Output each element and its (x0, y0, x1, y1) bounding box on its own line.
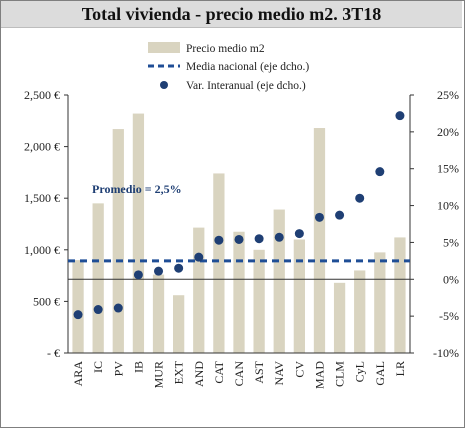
point-CAN (234, 234, 244, 244)
point-PV (113, 303, 123, 313)
point-EXT (174, 263, 184, 273)
y-right-tick-label: 0% (443, 272, 459, 286)
y-left-tick-label: 2,000 € (24, 140, 60, 154)
point-LR (395, 111, 405, 121)
chart-title: Total vivienda - precio medio m2. 3T18 (1, 1, 462, 28)
x-tick-label: PV (111, 361, 125, 377)
legend-swatch-yoy (160, 81, 168, 89)
legend-label-yoy: Var. Interanual (eje dcho.) (186, 80, 306, 92)
x-tick-label: GAL (373, 361, 387, 386)
bar-PV (112, 129, 124, 353)
bar-CAT (213, 173, 225, 353)
x-tick-label: EXT (172, 360, 186, 384)
bars-group (72, 113, 406, 354)
bar-CV (293, 239, 305, 353)
x-tick-label: CV (292, 361, 306, 378)
x-tick-label: MAD (312, 361, 326, 389)
y-left-tick-label: 1,500 € (24, 191, 60, 205)
x-tick-label: CLM (333, 361, 347, 387)
bar-AST (253, 249, 265, 353)
bar-CyL (354, 270, 366, 353)
y-left-tick-label: 1,000 € (24, 243, 60, 257)
x-tick-label: NAV (272, 361, 286, 386)
point-IC (93, 305, 103, 315)
x-tick-label: CyL (353, 361, 367, 382)
y-right-tick-label: -10% (433, 346, 459, 360)
bar-EXT (173, 295, 185, 353)
annotation-average: Promedio = 2,5% (92, 182, 182, 196)
point-MAD (314, 212, 324, 222)
x-tick-label: CAN (232, 361, 246, 387)
bar-GAL (374, 252, 386, 353)
y-left-tick-label: 500 € (33, 294, 60, 308)
bar-ARA (72, 260, 84, 353)
y-left-tick-label: 2,500 € (24, 88, 60, 102)
bar-MUR (152, 274, 165, 353)
y-left-tick-label: - € (47, 346, 60, 360)
point-CV (294, 229, 304, 239)
point-CyL (355, 193, 365, 203)
point-CLM (335, 210, 345, 220)
legend-label-national-mean: Media nacional (eje dcho.) (186, 61, 309, 73)
point-NAV (274, 232, 284, 242)
point-GAL (375, 167, 385, 177)
bar-IB (132, 113, 145, 354)
point-AND (194, 252, 204, 262)
point-IB (133, 270, 143, 280)
point-MUR (154, 266, 164, 276)
bar-MAD (313, 128, 326, 353)
x-tick-label: CAT (212, 360, 226, 383)
x-tick-label: AND (192, 361, 206, 387)
points-group (73, 111, 405, 320)
y-right-tick-label: -5% (439, 309, 459, 323)
legend-label-price: Precio medio m2 (186, 43, 265, 55)
y-right-tick-label: 10% (437, 199, 459, 213)
y-right-tick-label: 20% (437, 125, 459, 139)
point-ARA (73, 310, 83, 320)
legend: Precio medio m2 Media nacional (eje dcho… (148, 42, 309, 92)
bar-LR (394, 237, 406, 353)
x-tick-label: IB (131, 361, 145, 373)
bar-IC (92, 203, 104, 353)
y-right-tick-label: 15% (437, 162, 459, 176)
point-CAT (214, 235, 224, 245)
legend-swatch-price (148, 42, 180, 53)
x-tick-label: AST (252, 360, 266, 383)
bar-NAV (273, 209, 285, 353)
x-tick-label: LR (393, 361, 407, 376)
x-tick-label: MUR (152, 361, 166, 388)
bar-CLM (333, 282, 346, 353)
x-tick-label: IC (91, 361, 105, 373)
bar-AND (193, 227, 205, 353)
y-right-tick-label: 25% (437, 88, 459, 102)
point-AST (254, 234, 264, 244)
axes-group: - € 500 € 1,000 € 1,500 € 2,000 € 2,500 € -10%… (24, 88, 459, 389)
bar-CAN (233, 231, 245, 353)
x-tick-label: ARA (71, 361, 85, 387)
y-right-tick-label: 5% (443, 235, 459, 249)
